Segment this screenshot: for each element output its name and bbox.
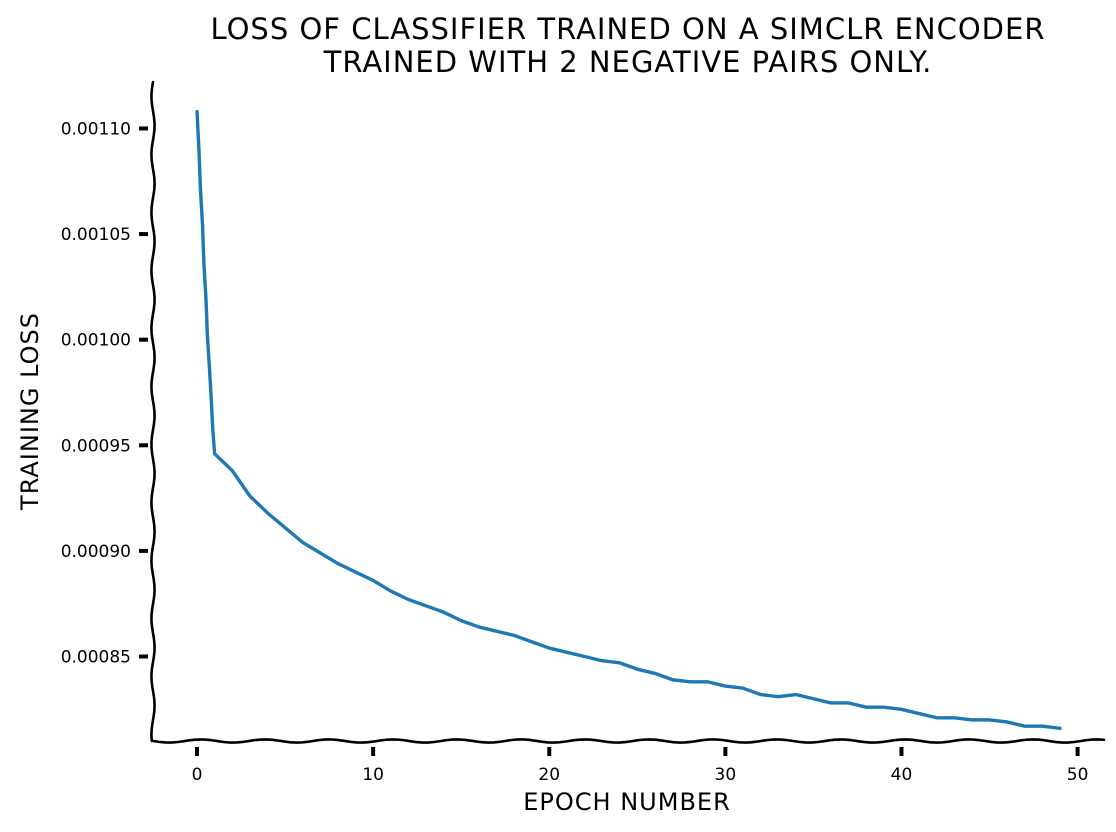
series-point [847, 702, 850, 705]
y-axis-spine [150, 80, 156, 743]
series-point [1041, 725, 1044, 728]
series-point [601, 659, 604, 662]
series-point [1006, 721, 1009, 724]
series-point [654, 672, 657, 675]
series-point [742, 687, 745, 690]
series-point [1059, 727, 1062, 730]
chart-title-line-2: TRAINED WITH 2 NEGATIVE PAIRS ONLY. [323, 45, 933, 79]
series-point [337, 562, 340, 565]
x-tick-label: 40 [891, 765, 913, 785]
series-point [213, 452, 216, 455]
series-point [530, 640, 533, 643]
x-tick-label: 30 [715, 765, 737, 785]
y-tick-label: 0.00110 [61, 119, 131, 139]
series-point [407, 598, 410, 601]
series-point [495, 630, 498, 633]
series-point [777, 695, 780, 698]
series-point [565, 651, 568, 654]
series-point [389, 590, 392, 593]
chart-title-line-1: LOSS OF CLASSIFIER TRAINED ON A SIMCLR E… [210, 12, 1045, 46]
x-axis: 0 10 20 30 40 50 [151, 738, 1106, 785]
series-point [759, 693, 762, 696]
series-point [988, 718, 991, 721]
series-point [354, 571, 357, 574]
series-point [477, 626, 480, 629]
series-point [548, 647, 551, 650]
series-point [513, 634, 516, 637]
series-point [865, 706, 868, 709]
series-line-0 [195, 109, 1062, 731]
series-point [319, 552, 322, 555]
series-point [953, 716, 956, 719]
series-point [689, 680, 692, 683]
x-axis-spine [151, 738, 1106, 744]
series-point [442, 611, 445, 614]
x-tick-label: 50 [1067, 765, 1089, 785]
series-point [248, 495, 251, 498]
series-point [882, 706, 885, 709]
y-axis: 0.00085 0.00090 0.00095 0.00100 0.00105 0.001… [61, 80, 156, 743]
series-point [425, 604, 428, 607]
series-point [618, 661, 621, 664]
series-point [231, 469, 234, 472]
series-point [1023, 725, 1026, 728]
series-point [301, 541, 304, 544]
y-tick-label: 0.00105 [61, 225, 131, 245]
series-point [918, 712, 921, 715]
y-tick-label: 0.00095 [61, 436, 131, 456]
series-point [671, 678, 674, 681]
series-point [794, 693, 797, 696]
series-point [935, 716, 938, 719]
series-point [706, 680, 709, 683]
series-point [830, 702, 833, 705]
y-tick-label: 0.00085 [61, 648, 131, 668]
y-tick-label: 0.00100 [61, 331, 131, 351]
series-point [460, 619, 463, 622]
series-point [284, 526, 287, 529]
series-point [971, 718, 974, 721]
series-point [724, 685, 727, 688]
series-point [196, 110, 199, 113]
series-point [900, 708, 903, 711]
series-point [372, 579, 375, 582]
x-tick-label: 10 [362, 765, 384, 785]
x-tick-label: 0 [192, 765, 203, 785]
series-point [266, 511, 269, 514]
series-layer [195, 109, 1062, 731]
x-tick-label: 20 [538, 765, 560, 785]
series-point [583, 655, 586, 658]
series-point [636, 668, 639, 671]
y-tick-label: 0.00090 [61, 542, 131, 562]
y-axis-label: TRAINING LOSS [16, 312, 44, 511]
x-axis-label: EPOCH NUMBER [523, 788, 731, 816]
series-point [812, 697, 815, 700]
